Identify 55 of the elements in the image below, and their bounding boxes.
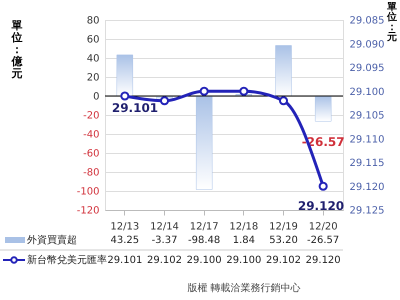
y2-tick-label: 29.115 <box>350 158 384 169</box>
point <box>239 86 248 96</box>
y-tick-label: -40 <box>83 130 100 140</box>
y-tick-label: 80 <box>86 16 100 26</box>
y2-tick-label: 29.095 <box>350 63 384 74</box>
bar <box>275 45 292 96</box>
x-tick-label: 12/13 <box>110 222 140 232</box>
y-tick-label: -80 <box>83 168 100 178</box>
x-tick-label: 12/18 <box>229 222 258 232</box>
y2-tick-label: 29.125 <box>350 206 384 216</box>
y2-tick-label: 29.120 <box>350 182 384 193</box>
y-tick-label: 60 <box>86 34 100 46</box>
y2-tick-label: 29.085 <box>350 16 384 26</box>
legend-label: 新台幣兌美元匯率 <box>27 254 107 266</box>
y-tick-label: -20 <box>83 110 100 122</box>
y2-axis-title: 單位：元 <box>386 1 397 43</box>
y-tick-label: -60 <box>83 148 100 160</box>
data-label: 1.84 <box>232 235 255 246</box>
point <box>278 96 288 106</box>
x-tick-label: 12/17 <box>190 222 219 232</box>
x-tick-label: 12/14 <box>150 222 179 232</box>
bar <box>196 96 212 190</box>
point <box>318 182 328 191</box>
y-tick-label: -100 <box>76 186 100 198</box>
data-label: 29.101 <box>107 255 142 266</box>
data-label: -3.37 <box>152 235 178 246</box>
data-label: -26.57 <box>307 235 340 246</box>
y-tick-label: -120 <box>76 206 100 216</box>
y-axis-title: 單位：億元 <box>10 19 24 80</box>
data-label: 43.25 <box>110 235 140 246</box>
y-tick-label: 40 <box>86 54 100 64</box>
point <box>160 96 170 106</box>
x-tick-label: 12/19 <box>269 222 298 232</box>
y-tick-label: 0 <box>93 92 100 102</box>
point <box>120 91 130 101</box>
bar <box>314 96 332 122</box>
annotation: 29.120 <box>298 199 344 213</box>
legend-label: 外資買賣超 <box>27 234 77 246</box>
data-label: 29.102 <box>266 255 301 266</box>
annotation: 29.101 <box>112 101 158 115</box>
data-label: 29.102 <box>147 255 182 266</box>
y-tick-label: 20 <box>86 72 100 84</box>
x-tick-label: 12/20 <box>308 222 338 232</box>
data-label: 29.100 <box>186 255 222 266</box>
text: 版權 轉載洽業務行銷中心 <box>187 282 301 294</box>
data-label: -98.48 <box>188 235 220 246</box>
y2-tick-label: 29.110 <box>350 134 384 146</box>
data-label: 29.120 <box>306 255 341 266</box>
y2-tick-label: 29.100 <box>350 86 384 98</box>
data-label: 29.100 <box>226 255 262 266</box>
data-label: 53.20 <box>269 235 298 246</box>
bar <box>116 54 134 96</box>
y2-tick-label: 29.090 <box>350 39 384 50</box>
y2-tick-label: 29.105 <box>350 110 384 122</box>
point <box>200 86 209 96</box>
